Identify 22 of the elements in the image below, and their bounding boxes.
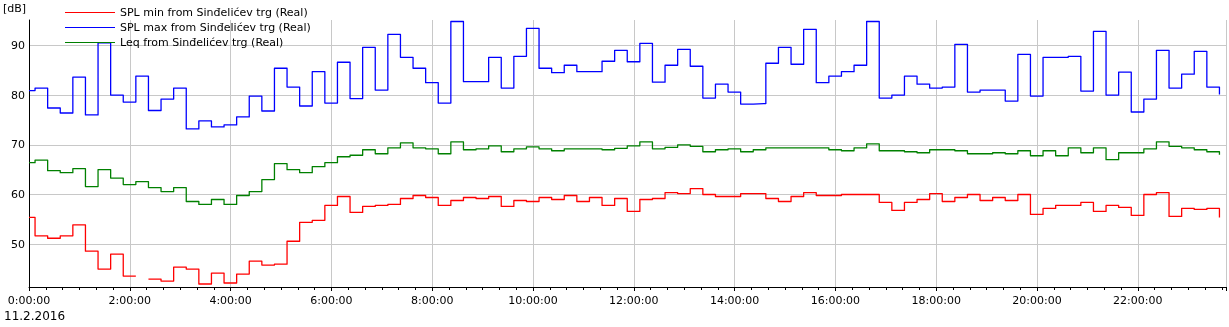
y-tick-label: 70 [11, 138, 25, 152]
x-tick-label: 2:00:00 [108, 294, 151, 307]
legend-label: SPL max from Sinđelićev trg (Real) [120, 21, 311, 34]
y-tick-label: 80 [11, 88, 25, 102]
x-tick-label: 6:00:00 [310, 294, 353, 307]
x-tick-label: 16:00:00 [810, 294, 861, 307]
y-axis-title: [dB] [3, 2, 27, 15]
y-tick-label: 90 [11, 38, 25, 52]
legend-label: SPL min from Sinđelićev trg (Real) [120, 6, 308, 19]
y-tick-label: 50 [11, 237, 25, 251]
x-tick-label: 8:00:00 [411, 294, 454, 307]
x-tick-label: 4:00:00 [209, 294, 252, 307]
legend-label: Leq from Sinđelićev trg (Real) [120, 36, 284, 49]
text: 11.2.2016 [4, 309, 66, 323]
x-tick-label: 20:00:00 [1012, 294, 1062, 307]
x-tick-label: 18:00:00 [911, 294, 961, 307]
x-tick-label: 14:00:00 [709, 294, 760, 307]
y-tick-label: 60 [11, 188, 25, 202]
x-tick-label: 0:00:00 [7, 294, 51, 307]
x-tick-label: 10:00:00 [508, 294, 558, 307]
x-tick-label: 22:00:00 [1113, 294, 1163, 307]
x-tick-label: 12:00:00 [609, 294, 659, 307]
